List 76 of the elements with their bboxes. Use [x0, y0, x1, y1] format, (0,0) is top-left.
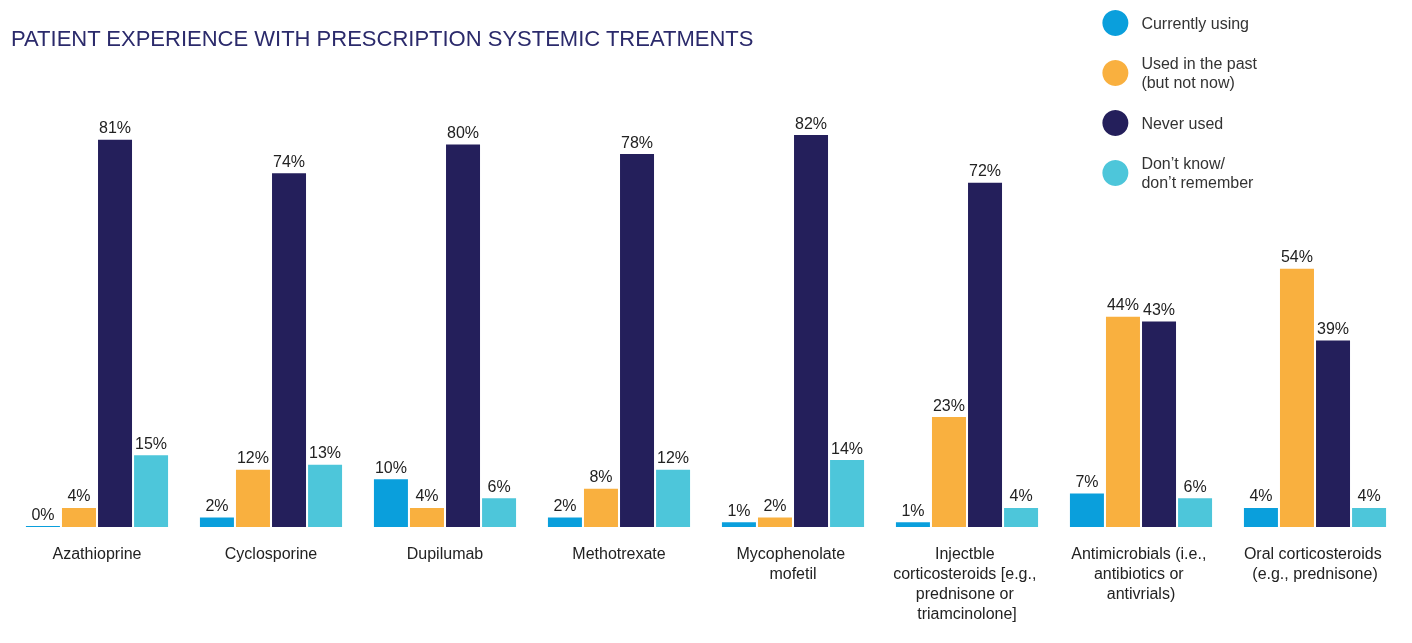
bar — [931, 417, 966, 527]
data-label: 2% — [763, 496, 787, 514]
x-tick-label: Cyclosporine — [224, 544, 318, 562]
data-label: 12% — [236, 449, 269, 467]
data-label: 44% — [1106, 296, 1139, 314]
bar — [1142, 321, 1177, 527]
chart-title: PATIENT EXPERIENCE WITH PRESCRIPTION SYSTEMIC TREATMENTS — [11, 25, 754, 51]
bar — [1004, 507, 1039, 527]
bar — [547, 517, 582, 527]
data-label: 2% — [553, 496, 577, 514]
bar — [830, 460, 865, 527]
bar — [308, 464, 343, 527]
bar — [134, 455, 169, 527]
bar — [61, 507, 96, 527]
x-tick-label: Injectble corticosteroids [e.g., prednisone or triamcinolone] — [893, 544, 1041, 622]
data-label: 4% — [1249, 487, 1273, 505]
data-label: 39% — [1317, 320, 1350, 338]
bar — [1352, 507, 1387, 527]
data-label: 81% — [99, 119, 132, 137]
x-tick-label: Azathioprine — [52, 544, 142, 562]
bar — [794, 135, 829, 527]
bar — [446, 144, 481, 527]
data-label: 54% — [1280, 248, 1313, 266]
bar — [1316, 340, 1351, 527]
legend-label: Used in the past (but not now) — [1141, 55, 1258, 91]
x-tick-label: Dupilumab — [406, 544, 484, 562]
data-label: 43% — [1143, 300, 1176, 318]
bar — [895, 522, 930, 527]
data-label: 4% — [1357, 487, 1381, 505]
data-label: 4% — [1009, 487, 1033, 505]
bar — [1279, 268, 1314, 527]
legend-label: Never used — [1141, 114, 1224, 132]
data-label: 0% — [31, 505, 55, 523]
x-tick-label: Antimicrobials (i.e., antibiotics or antivrials) — [1071, 544, 1211, 602]
data-label: 78% — [621, 133, 654, 151]
bar — [968, 182, 1003, 527]
data-label: 1% — [901, 501, 925, 519]
bar — [1178, 498, 1213, 527]
data-label: 80% — [447, 124, 480, 142]
bar — [98, 139, 133, 527]
data-label: 8% — [589, 468, 613, 486]
data-label: 6% — [487, 477, 511, 495]
data-label: 74% — [273, 152, 306, 170]
data-label: 10% — [374, 458, 407, 476]
bar — [199, 517, 234, 527]
bar — [482, 498, 517, 527]
bar — [1069, 493, 1104, 527]
data-label: 7% — [1075, 473, 1099, 491]
bar — [235, 469, 270, 527]
bar — [1105, 316, 1140, 527]
bar — [656, 469, 691, 527]
data-label: 72% — [969, 162, 1002, 180]
x-tick-label: Methotrexate — [572, 544, 666, 562]
bar — [1243, 507, 1278, 527]
data-label: 12% — [657, 449, 690, 467]
data-label: 82% — [795, 114, 828, 132]
legend-label: Currently using — [1141, 14, 1249, 32]
data-label: 14% — [831, 439, 864, 457]
data-label: 4% — [415, 487, 439, 505]
data-label: 2% — [205, 496, 229, 514]
data-label: 1% — [727, 501, 751, 519]
x-tick-label: Mycophenolate mofetil — [736, 544, 850, 582]
legend-label: Don’t know/ don’t remember — [1141, 155, 1255, 191]
data-label: 23% — [932, 396, 965, 414]
bar — [373, 479, 408, 527]
bar — [620, 154, 655, 527]
data-label: 15% — [135, 434, 168, 452]
bar — [583, 488, 618, 527]
bar — [757, 517, 792, 527]
data-label: 6% — [1183, 477, 1207, 495]
bar — [272, 173, 307, 527]
bar — [721, 522, 756, 527]
data-label: 13% — [309, 444, 342, 462]
x-tick-label: Oral corticosteroids (e.g., prednisone) — [1243, 544, 1387, 582]
bar — [409, 507, 444, 527]
data-label: 4% — [67, 487, 91, 505]
